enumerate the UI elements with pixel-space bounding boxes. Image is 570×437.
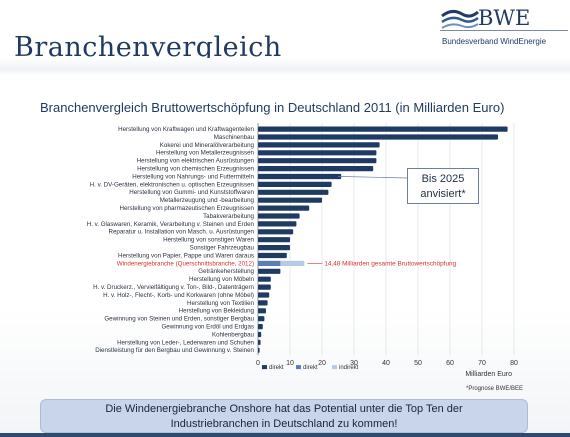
category-label: Gewinnung von Erdöl und Erdgas	[161, 324, 254, 331]
bar	[258, 173, 342, 180]
x-tick-label: 80	[510, 360, 518, 367]
bar	[258, 276, 271, 282]
bar	[258, 166, 374, 172]
bar	[258, 308, 266, 314]
wind-annotation: 14,48 Milliarden gesamte Bruttowertschöp…	[324, 261, 456, 268]
title-band	[0, 58, 570, 76]
bar	[258, 245, 290, 251]
x-axis-label: Milliarden Euro	[465, 371, 512, 378]
x-tick-label: 50	[414, 360, 422, 367]
legend-label: direkt	[269, 365, 284, 371]
logo-rule	[440, 30, 568, 31]
bar	[258, 205, 310, 211]
x-tick-label: 30	[350, 360, 358, 367]
callout-leader	[337, 176, 408, 179]
category-label: H. v. Druckerz., Vervielfältigung v. Ton…	[93, 284, 254, 291]
bar	[258, 339, 261, 345]
legend-swatch	[332, 365, 337, 370]
bar	[258, 316, 265, 322]
bar	[258, 181, 332, 187]
bar	[258, 252, 287, 259]
bar	[258, 324, 263, 330]
category-label: Reparatur u. Installation von Masch. u. …	[109, 229, 255, 236]
category-label: Herstellung von Textilien	[187, 300, 255, 307]
category-label: Herstellung von Gummi- und Kunststoffwar…	[129, 189, 254, 196]
category-label: Kokerei und Mineralölverarbeitung	[160, 142, 255, 149]
bar	[258, 150, 377, 156]
category-label: Metallerzeugung und -bearbeitung	[160, 197, 255, 204]
category-label: Herstellung von chemischen Erzeugnissen	[137, 166, 254, 173]
wind-wave-logo-icon	[441, 9, 479, 29]
bwe-logo: BWE Bundesverband WindEnergie	[440, 2, 568, 52]
conclusion-banner: Die Windenergiebranche Onshore hat das P…	[40, 399, 528, 433]
category-label: Herstellung von Metallerzeugnissen	[156, 150, 255, 157]
x-tick-label: 0	[256, 360, 260, 367]
bar	[258, 292, 270, 298]
category-label: H. v. DV-Geräten, elektronischen u. opti…	[90, 181, 255, 188]
bar	[258, 126, 508, 132]
legend-swatch	[262, 365, 267, 370]
callout-line-2: anvisiert*	[420, 188, 466, 200]
bar	[258, 221, 297, 227]
bar	[258, 268, 281, 274]
footer-bar	[0, 433, 570, 437]
x-tick-label: 20	[318, 360, 326, 367]
category-label: Herstellung von Möbeln	[189, 276, 255, 283]
logo-wordmark: BWE	[478, 6, 531, 30]
bar	[258, 213, 300, 219]
bar	[258, 134, 498, 140]
category-label: Gewinnung von Steinen und Erden, sonstig…	[104, 316, 254, 323]
bar	[258, 331, 262, 338]
legend-label: direkt	[303, 365, 318, 371]
category-label: Herstellung von Papier, Pappe und Waren …	[118, 252, 254, 259]
category-label: Getränkeherstellung	[198, 268, 254, 275]
banner-line-1: Die Windenergiebranche Onshore hat das P…	[105, 403, 463, 415]
banner-line-2: Industriebranchen in Deutschland zu komm…	[170, 418, 398, 430]
chart-title: Branchenvergleich Bruttowertschöpfung in…	[40, 100, 505, 115]
source-note: *Prognose BWE/BEE	[466, 386, 524, 392]
bar	[258, 347, 260, 353]
category-label: Herstellung von sonstigen Waren	[163, 237, 254, 244]
bar	[258, 189, 329, 195]
bar	[258, 284, 271, 290]
legend-label: indirekt	[339, 365, 359, 371]
category-label: H. v. Holz-, Flecht-, Korb- und Korkware…	[103, 292, 254, 299]
bar-wind-direct	[258, 260, 281, 266]
category-label: Windenergiebranche (Querschnittsbranche,…	[117, 260, 254, 267]
category-label: Dienstleistung für den Bergbau und Gewin…	[95, 347, 254, 354]
bar-wind-indirect	[280, 260, 305, 266]
category-label: H. v. Glaswaren, Keramik, Verarbeitung v…	[87, 221, 255, 228]
slide-title: Branchenvergleich	[14, 32, 282, 63]
logo-subtitle: Bundesverband WindEnergie	[442, 37, 547, 46]
callout-line-1: Bis 2025	[421, 173, 465, 185]
x-tick-label: 40	[382, 360, 390, 367]
category-label: Herstellung von Leder-, Lederwaren und S…	[117, 339, 254, 346]
bar	[258, 229, 294, 235]
bar	[258, 158, 377, 164]
category-label: Herstellung von elektrischen Ausrüstunge…	[137, 158, 255, 165]
callout-2025-target: Bis 2025 anvisiert*	[407, 168, 479, 204]
bar	[258, 197, 322, 203]
x-tick-label: 60	[446, 360, 454, 367]
category-label: Herstellung von Bekleidung	[179, 308, 255, 315]
category-label: Sonstiger Fahrzeugbau	[190, 245, 255, 252]
category-label: Herstellung von Nahrungs- und Futtermitt…	[132, 173, 254, 180]
category-label: Maschinenbau	[214, 134, 255, 141]
x-tick-label: 70	[478, 360, 486, 367]
bar	[258, 237, 290, 243]
x-tick-label: 10	[286, 360, 294, 367]
category-label: Tabakverarbeitung	[203, 213, 254, 220]
bar	[258, 300, 268, 306]
category-label: Herstellung von pharmazeutischen Erzeugn…	[120, 205, 255, 212]
legend-swatch	[296, 365, 301, 370]
category-label: Kohlenbergbau	[212, 331, 255, 338]
bar	[258, 142, 380, 148]
category-label: Herstellung von Kraftwagen und Kraftwage…	[118, 126, 254, 133]
